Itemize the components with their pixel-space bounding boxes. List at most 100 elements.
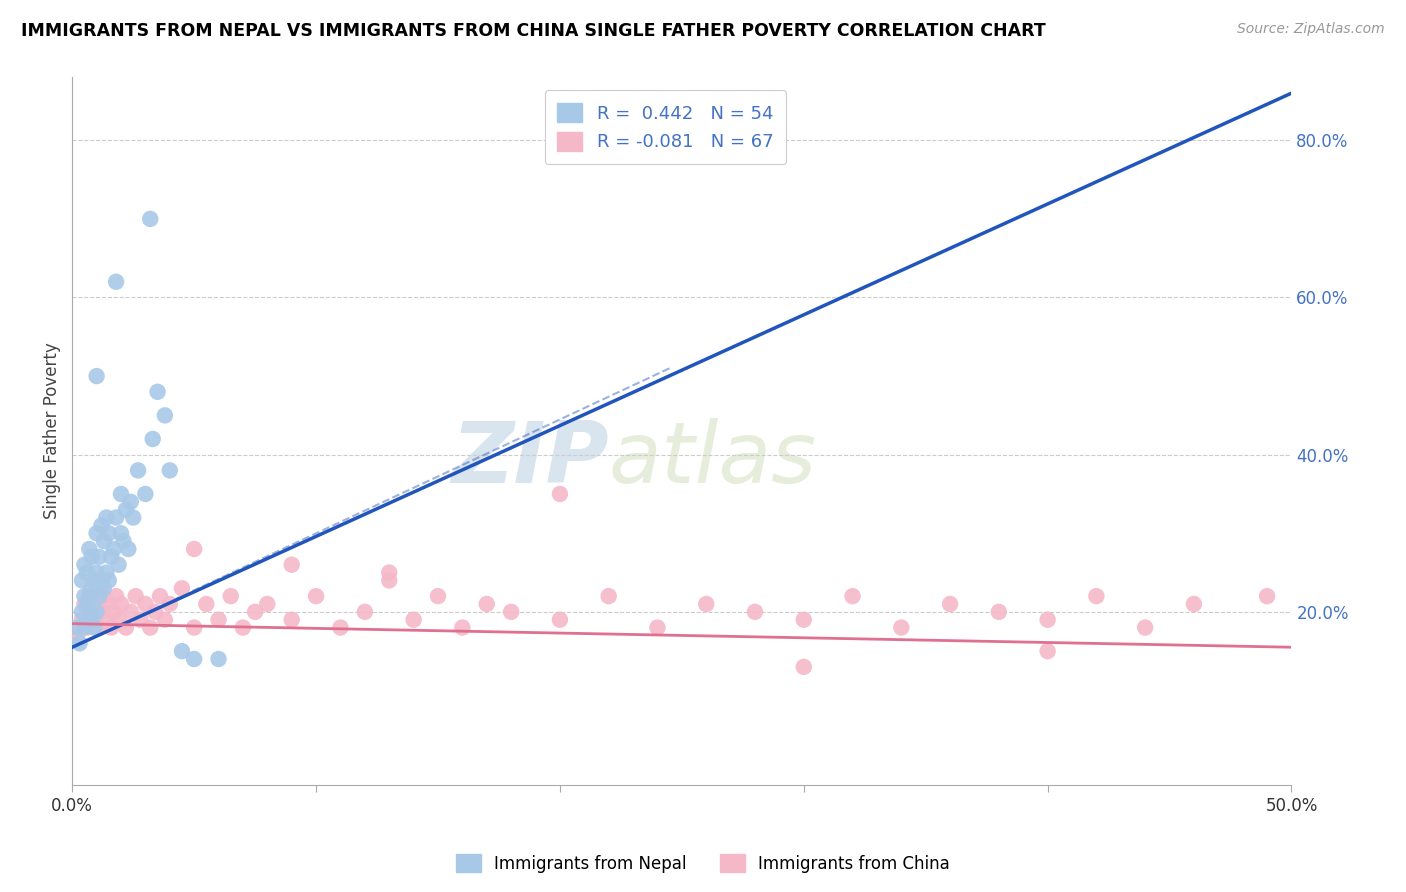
Point: [207, 613, 229, 627]
Point: [402, 613, 425, 627]
Point: [183, 652, 205, 666]
Text: IMMIGRANTS FROM NEPAL VS IMMIGRANTS FROM CHINA SINGLE FATHER POVERTY CORRELATION: IMMIGRANTS FROM NEPAL VS IMMIGRANTS FROM…: [21, 22, 1046, 40]
Point: [143, 605, 166, 619]
Point: [451, 621, 474, 635]
Point: [90, 605, 112, 619]
Point: [159, 597, 181, 611]
Point: [139, 621, 162, 635]
Point: [120, 495, 142, 509]
Point: [548, 613, 571, 627]
Point: [695, 597, 717, 611]
Point: [110, 526, 132, 541]
Point: [79, 589, 101, 603]
Point: [170, 644, 193, 658]
Point: [87, 549, 110, 564]
Point: [79, 605, 101, 619]
Text: Source: ZipAtlas.com: Source: ZipAtlas.com: [1237, 22, 1385, 37]
Point: [117, 541, 139, 556]
Point: [66, 621, 89, 635]
Point: [86, 605, 108, 619]
Point: [73, 589, 96, 603]
Point: [80, 589, 103, 603]
Point: [153, 613, 176, 627]
Point: [86, 369, 108, 384]
Point: [142, 432, 165, 446]
Point: [110, 487, 132, 501]
Y-axis label: Single Father Poverty: Single Father Poverty: [44, 343, 60, 519]
Point: [103, 541, 125, 556]
Point: [87, 621, 110, 635]
Point: [112, 534, 135, 549]
Point: [129, 613, 152, 627]
Point: [744, 605, 766, 619]
Point: [83, 613, 105, 627]
Point: [1256, 589, 1278, 603]
Point: [80, 549, 103, 564]
Point: [475, 597, 498, 611]
Point: [90, 518, 112, 533]
Point: [890, 621, 912, 635]
Point: [841, 589, 863, 603]
Point: [134, 597, 156, 611]
Point: [83, 621, 105, 635]
Point: [97, 526, 120, 541]
Text: ZIP: ZIP: [451, 417, 609, 501]
Point: [96, 613, 118, 627]
Point: [256, 597, 278, 611]
Point: [70, 605, 93, 619]
Point: [598, 589, 620, 603]
Point: [86, 597, 108, 611]
Point: [378, 574, 401, 588]
Point: [501, 605, 523, 619]
Point: [170, 582, 193, 596]
Point: [105, 589, 128, 603]
Point: [103, 605, 125, 619]
Point: [107, 558, 129, 572]
Point: [149, 589, 172, 603]
Point: [76, 566, 98, 580]
Point: [76, 613, 98, 627]
Point: [96, 510, 118, 524]
Point: [987, 605, 1010, 619]
Point: [280, 558, 302, 572]
Point: [329, 621, 352, 635]
Point: [219, 589, 242, 603]
Point: [427, 589, 450, 603]
Point: [1036, 644, 1059, 658]
Point: [353, 605, 375, 619]
Point: [97, 597, 120, 611]
Point: [124, 589, 146, 603]
Point: [647, 621, 669, 635]
Point: [793, 613, 815, 627]
Point: [86, 566, 108, 580]
Point: [548, 487, 571, 501]
Point: [93, 534, 115, 549]
Point: [105, 510, 128, 524]
Point: [76, 621, 98, 635]
Point: [96, 566, 118, 580]
Point: [183, 621, 205, 635]
Point: [73, 621, 96, 635]
Point: [73, 597, 96, 611]
Point: [115, 502, 138, 516]
Point: [90, 574, 112, 588]
Point: [1182, 597, 1205, 611]
Point: [195, 597, 218, 611]
Legend: R =  0.442   N = 54, R = -0.081   N = 67: R = 0.442 N = 54, R = -0.081 N = 67: [544, 90, 786, 164]
Point: [97, 574, 120, 588]
Point: [232, 621, 254, 635]
Point: [70, 613, 93, 627]
Point: [80, 613, 103, 627]
Point: [87, 589, 110, 603]
Point: [66, 628, 89, 642]
Point: [1085, 589, 1108, 603]
Point: [207, 652, 229, 666]
Point: [86, 526, 108, 541]
Point: [280, 613, 302, 627]
Point: [159, 463, 181, 477]
Point: [146, 384, 169, 399]
Point: [105, 275, 128, 289]
Point: [134, 487, 156, 501]
Point: [115, 621, 138, 635]
Point: [120, 605, 142, 619]
